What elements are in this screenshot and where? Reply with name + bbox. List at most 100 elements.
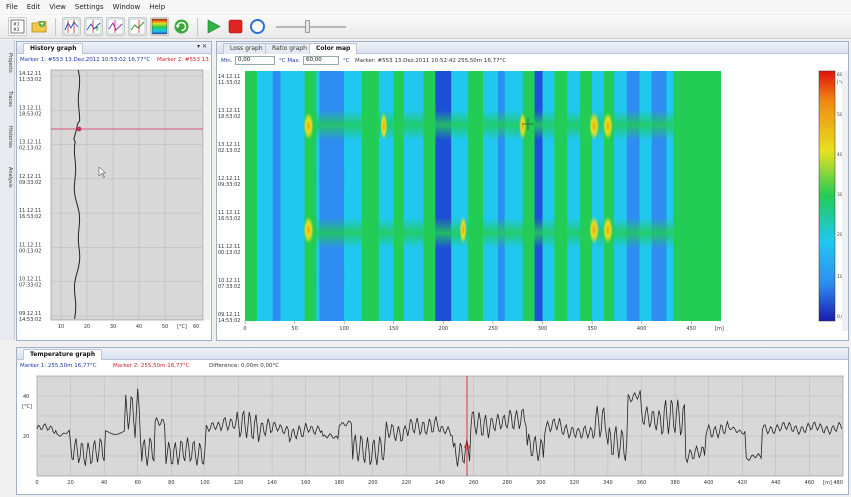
marker-down-button[interactable] <box>106 17 125 36</box>
history-time-date: 11.12.11 <box>19 242 41 248</box>
history-time-clock: 02:13:02 <box>19 146 41 152</box>
side-tab-analysis[interactable]: Analysis <box>7 166 13 188</box>
crosshair-icon[interactable] <box>522 118 534 130</box>
history-temperature-line <box>73 69 81 320</box>
history-chart[interactable]: 14.12.1111:33:0213.12.1118:53:0213.12.11… <box>17 66 211 340</box>
temperature-x-tick: 180 <box>334 480 344 486</box>
colormap-chart[interactable]: 14.12.1111:33:0213.12.1118:53:0213.12.11… <box>217 68 848 340</box>
colormap-x-tick: 150 <box>389 326 399 332</box>
play-button[interactable] <box>204 17 223 36</box>
history-time-date: 14.12.11 <box>19 71 41 77</box>
tab-temperature-graph[interactable]: Temperature graph <box>23 349 103 360</box>
history-x-last: 60 <box>193 324 199 330</box>
colormap-time-clock: 07:33:02 <box>218 284 240 290</box>
open-button[interactable] <box>30 17 49 36</box>
color-scale-bar <box>818 70 836 322</box>
fiber-select-button[interactable]: #1 #2 <box>8 17 27 36</box>
menu-bar: File Edit View Settings Window Help <box>0 0 851 14</box>
markers-icon <box>63 18 80 35</box>
menu-edit[interactable]: Edit <box>26 3 41 11</box>
colormap-band <box>423 71 436 321</box>
menu-settings[interactable]: Settings <box>74 3 104 11</box>
tab-loss-graph[interactable]: Loss graph <box>223 43 270 54</box>
marker-add-button[interactable] <box>128 17 147 36</box>
history-time-clock: 09:33:02 <box>19 180 41 186</box>
record-button[interactable] <box>248 17 267 36</box>
colormap-time-date: 12.12.11 <box>218 176 240 182</box>
slider-thumb[interactable] <box>305 20 310 33</box>
tab-ratio-graph[interactable]: Ratio graph <box>265 43 314 54</box>
colormap-panel: Loss graph Ratio graph Color map Min. 0,… <box>216 41 849 341</box>
markers-button[interactable] <box>62 17 81 36</box>
colormap-band <box>393 71 404 321</box>
colormap-hotspot <box>459 216 467 244</box>
history-v-scrollbar[interactable] <box>204 70 210 320</box>
colormap-time-clock: 09:33:02 <box>218 182 240 188</box>
colormap-band <box>497 71 505 321</box>
colormap-button[interactable] <box>150 17 169 36</box>
playback-slider[interactable] <box>276 17 346 36</box>
colormap-band <box>639 71 652 321</box>
menu-window[interactable]: Window <box>112 3 141 11</box>
colormap-band <box>435 71 452 321</box>
colormap-v-scrollbar[interactable] <box>842 71 848 331</box>
colormap-x-unit: [m] <box>715 326 724 332</box>
colormap-time-date: 11.12.11 <box>218 244 240 250</box>
temperature-x-tick: 80 <box>168 480 174 486</box>
record-icon <box>250 19 265 34</box>
menu-help[interactable]: Help <box>149 3 166 11</box>
colormap-x-tick: 0 <box>243 326 246 332</box>
min-value-input[interactable]: 0,00 <box>235 56 275 65</box>
history-time-clock: 18:53:02 <box>19 111 41 117</box>
marker-add-icon <box>129 18 146 35</box>
temperature-marker-2: Marker 2: 255,50m 16,77°C <box>113 363 190 369</box>
menu-file[interactable]: File <box>6 3 18 11</box>
history-x-tick: 50 <box>162 324 168 330</box>
colormap-time-clock: 14:53:02 <box>218 318 240 324</box>
panel-close-icon[interactable]: ▾ ✕ <box>197 43 207 50</box>
side-tab-traces[interactable]: Traces <box>7 91 13 107</box>
temperature-panel-header: Temperature graph <box>17 348 848 360</box>
temperature-marker-dot[interactable] <box>464 444 470 450</box>
colormap-band <box>666 71 674 321</box>
colormap-x-tick: 250 <box>488 326 498 332</box>
max-label: °C Max. <box>279 58 301 64</box>
history-x-ticks: 10 20 30 40 50 [°C] 60 <box>58 324 200 330</box>
colormap-range-bar: Min. 0,00 °C Max. 60,00 °C Marker: #553 … <box>217 54 848 68</box>
colormap-band <box>604 71 614 321</box>
tab-color-map[interactable]: Color map <box>309 43 358 54</box>
colormap-band <box>272 71 281 321</box>
history-panel-header: History graph ▾ ✕ <box>17 42 211 54</box>
marker-up-button[interactable] <box>84 17 103 36</box>
toolbar-separator <box>55 17 56 36</box>
menu-view[interactable]: View <box>49 3 66 11</box>
history-graph-panel: History graph ▾ ✕ Marker 1: #553 13.Dez.… <box>16 41 212 341</box>
toolbar-separator <box>197 17 198 36</box>
refresh-button[interactable] <box>172 17 191 36</box>
temperature-x-tick: 460 <box>805 480 815 486</box>
colormap-cold-patch <box>319 168 345 188</box>
colormap-x-ticks: 0 50 100 150 200 250 300 350 400 450 [m] <box>243 321 724 332</box>
cursor-arrow-icon <box>98 166 107 178</box>
history-marker-2: Marker 2: #553 13. <box>157 57 211 63</box>
colormap-x-tick: 300 <box>538 326 548 332</box>
colormap-band <box>483 71 498 321</box>
stop-button[interactable] <box>226 17 245 36</box>
temperature-marker-bar: Marker 1: 255,50m 16,77°C Marker 2: 255,… <box>17 360 848 372</box>
temperature-chart[interactable]: 40 [°C] 20 0 20 40 60 80 100 120 140 160 180 200 220 2… <box>17 372 848 494</box>
colormap-time-clock: 02:13:02 <box>218 148 240 154</box>
history-time-clock: 14:53:02 <box>19 317 41 323</box>
colormap-warm-band <box>304 110 674 140</box>
colormap-band <box>554 71 568 321</box>
stop-icon <box>228 19 243 34</box>
colormap-band <box>403 71 424 321</box>
colormap-band <box>344 71 362 321</box>
history-marker-dot[interactable] <box>76 126 82 132</box>
history-time-date: 11.12.11 <box>19 208 41 214</box>
max-value-input[interactable]: 60,00 <box>303 56 339 65</box>
side-tab-histories[interactable]: Histories <box>7 126 13 148</box>
colormap-band <box>378 71 394 321</box>
tab-history-graph[interactable]: History graph <box>23 43 84 54</box>
svg-text:#1: #1 <box>13 22 20 28</box>
side-tab-projects[interactable]: Projects <box>7 53 13 73</box>
